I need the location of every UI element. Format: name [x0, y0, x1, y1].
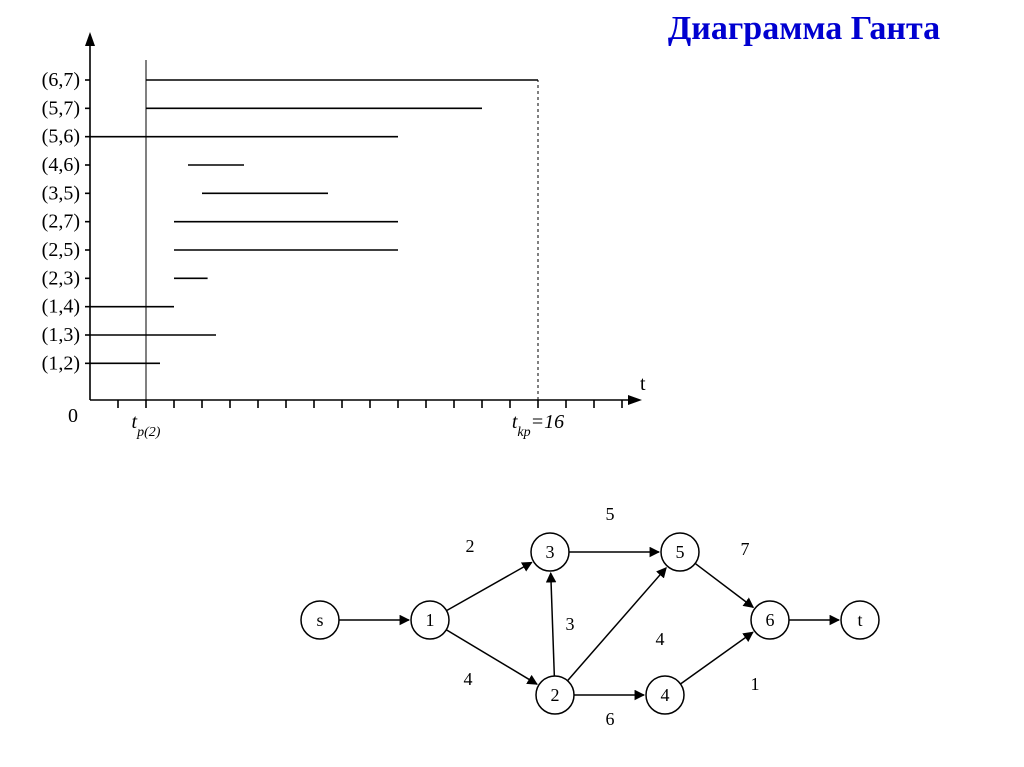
- svg-text:5: 5: [606, 504, 615, 524]
- svg-text:tp(2): tp(2): [132, 411, 161, 440]
- svg-text:4: 4: [464, 669, 473, 689]
- svg-text:(1,4): (1,4): [42, 296, 80, 318]
- svg-text:1: 1: [751, 674, 760, 694]
- page-title: Диаграмма Ганта: [624, 10, 984, 48]
- svg-text:(4,6): (4,6): [42, 154, 80, 176]
- gantt-chart: 0t(6,7)(5,7)(5,6)(4,6)(3,5)(2,7)(2,5)(2,…: [20, 40, 640, 460]
- svg-text:t: t: [857, 610, 862, 630]
- svg-text:4: 4: [656, 629, 665, 649]
- svg-text:(2,7): (2,7): [42, 211, 80, 233]
- svg-text:6: 6: [606, 709, 615, 729]
- svg-text:2: 2: [551, 685, 560, 705]
- svg-text:(5,6): (5,6): [42, 126, 80, 148]
- svg-text:3: 3: [546, 542, 555, 562]
- svg-text:5: 5: [676, 542, 685, 562]
- svg-text:2: 2: [466, 536, 475, 556]
- svg-text:(3,5): (3,5): [42, 182, 80, 204]
- svg-text:4: 4: [661, 685, 670, 705]
- svg-text:s: s: [316, 610, 323, 630]
- svg-text:1: 1: [426, 610, 435, 630]
- svg-text:t: t: [640, 373, 646, 395]
- svg-text:(5,7): (5,7): [42, 97, 80, 119]
- svg-text:(2,5): (2,5): [42, 239, 80, 261]
- svg-text:7: 7: [741, 539, 750, 559]
- svg-text:(6,7): (6,7): [42, 69, 80, 91]
- svg-text:6: 6: [766, 610, 775, 630]
- svg-text:(2,3): (2,3): [42, 267, 80, 289]
- network-graph: 2 4 3 5 4 6 7 1 s 1 3 2 5 4 6 t: [260, 490, 880, 730]
- svg-text:3: 3: [566, 614, 575, 634]
- svg-text:0: 0: [68, 405, 78, 427]
- svg-text:(1,3): (1,3): [42, 324, 80, 346]
- svg-text:tkp=16: tkp=16: [512, 411, 564, 440]
- svg-text:(1,2): (1,2): [42, 352, 80, 374]
